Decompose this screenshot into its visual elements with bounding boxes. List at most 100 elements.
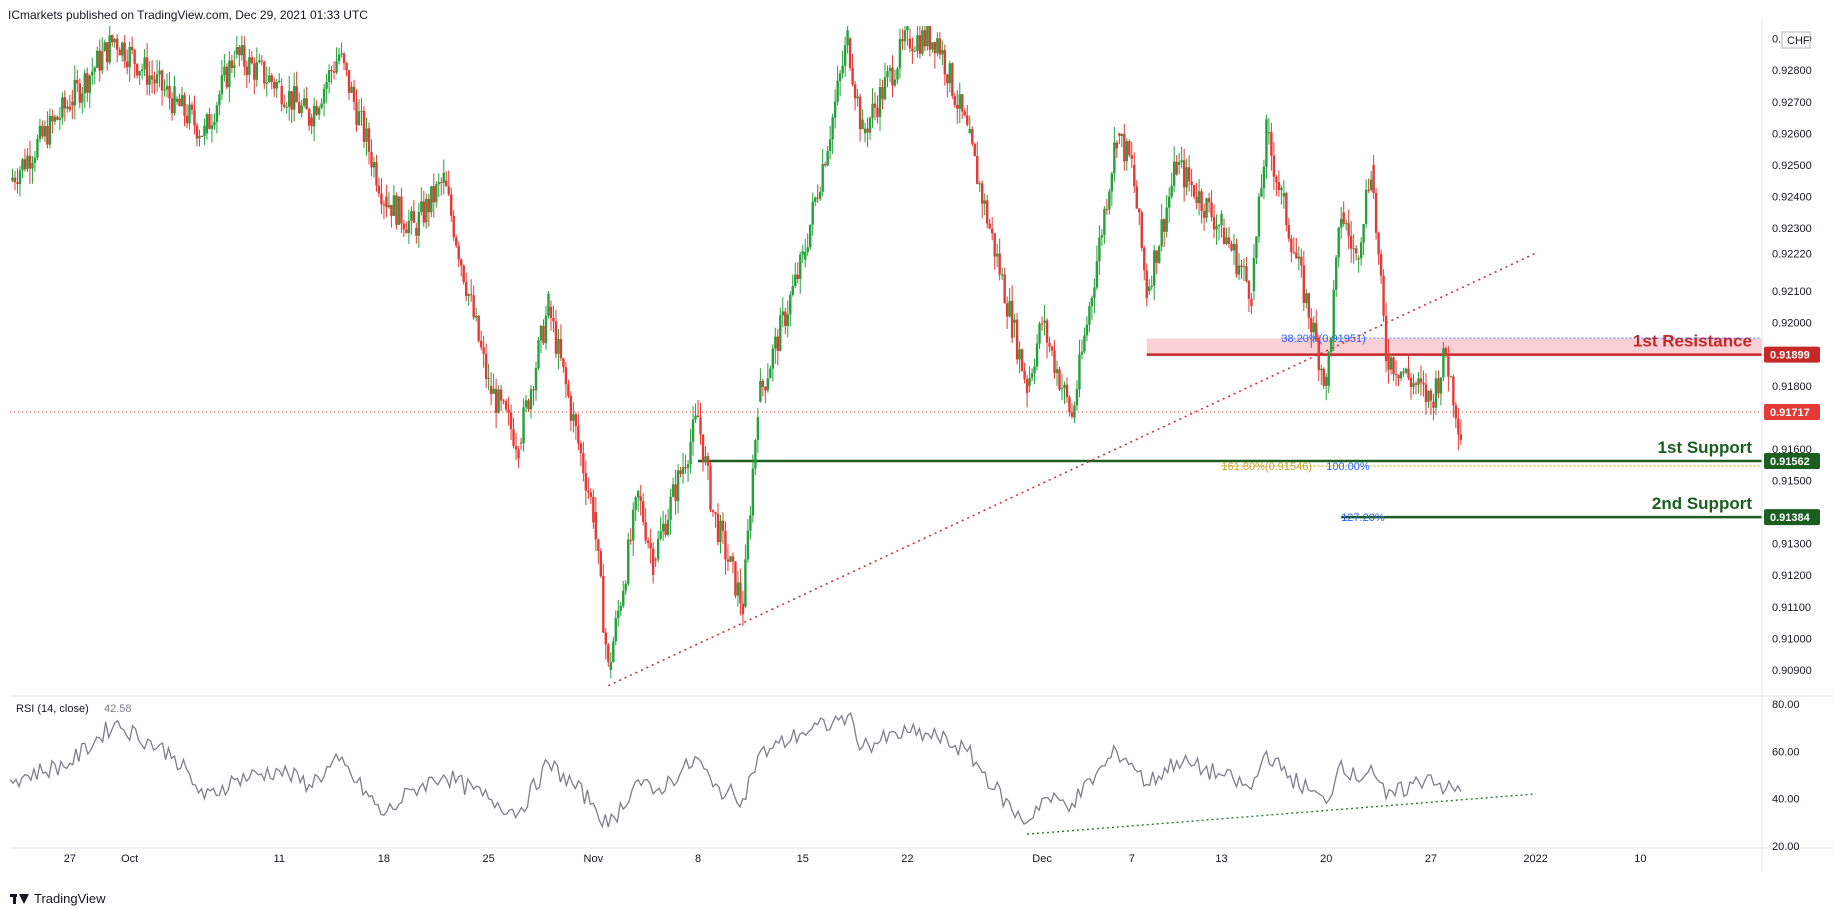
candle xyxy=(646,537,650,549)
candle-body xyxy=(567,384,570,396)
candle-body xyxy=(539,325,543,341)
candle-body xyxy=(1100,235,1104,238)
rsi-plot[interactable]: RSI (14, close) 42.58 xyxy=(9,703,1536,835)
candle xyxy=(973,142,976,157)
candle-body xyxy=(517,449,520,459)
candle-body xyxy=(532,389,535,391)
candle xyxy=(502,398,505,405)
price-plot[interactable]: 1st Resistance 1st Support 2nd Support 38.2… xyxy=(10,26,1762,687)
candle xyxy=(83,69,86,109)
candle-body xyxy=(527,400,530,410)
candle xyxy=(938,32,942,60)
candle xyxy=(367,122,371,165)
candle-body xyxy=(185,115,189,124)
candle xyxy=(317,105,321,120)
candle xyxy=(51,109,54,134)
candle-body xyxy=(666,519,670,535)
candle xyxy=(916,26,919,58)
candle xyxy=(878,78,882,132)
candle-body xyxy=(729,556,732,562)
candle-body xyxy=(377,185,381,194)
candle xyxy=(243,36,246,76)
candle-body xyxy=(784,311,787,327)
candle xyxy=(440,177,443,196)
candle-body xyxy=(340,53,343,55)
candle-body xyxy=(26,155,29,170)
candle-body xyxy=(1292,252,1296,254)
candle xyxy=(963,108,966,117)
candle xyxy=(462,264,465,285)
candle-body xyxy=(564,367,568,385)
candle-body xyxy=(946,74,949,84)
candle xyxy=(255,47,258,87)
time-tick-label: 25 xyxy=(483,853,495,865)
candle-body xyxy=(776,336,780,351)
candle-body xyxy=(881,87,884,100)
candle xyxy=(123,35,126,69)
candle xyxy=(402,219,406,237)
candle xyxy=(567,379,570,399)
candle-body xyxy=(347,69,351,93)
candle-body xyxy=(721,520,725,531)
time-tick-label: 27 xyxy=(64,853,76,865)
candle-body xyxy=(1148,286,1151,292)
candle-body xyxy=(963,111,966,116)
time-tick-label: 20 xyxy=(1320,853,1332,865)
candle xyxy=(881,79,884,110)
candle-body xyxy=(1103,209,1106,236)
candle xyxy=(98,39,101,82)
rsi-trendline[interactable] xyxy=(1027,793,1536,835)
rsi-line[interactable] xyxy=(9,711,1462,829)
candle-body xyxy=(1197,191,1201,204)
candle xyxy=(1260,174,1263,197)
price-tick-label: 0.92600 xyxy=(1772,128,1812,140)
candle xyxy=(1404,367,1408,375)
candle-body xyxy=(1232,244,1236,251)
candle xyxy=(115,33,119,63)
candle-body xyxy=(1392,357,1395,374)
candle xyxy=(918,26,922,59)
candle xyxy=(664,514,667,538)
chart-canvas[interactable]: 1st Resistance 1st Support 2nd Support 38.2… xyxy=(0,0,1834,880)
candle xyxy=(1424,373,1428,415)
footer-brand[interactable]: TradingView xyxy=(10,891,106,906)
candle-body xyxy=(372,162,376,168)
candle-body xyxy=(1317,339,1320,371)
candle-body xyxy=(330,70,333,72)
candle xyxy=(903,26,907,51)
candle xyxy=(38,118,42,143)
candle xyxy=(1172,146,1176,192)
support-2-price-badge: 0.91384 xyxy=(1770,512,1811,524)
candle xyxy=(250,51,254,65)
candle xyxy=(1397,374,1400,386)
candle-body xyxy=(1369,179,1373,190)
candle-body xyxy=(1242,266,1246,268)
candle-body xyxy=(1362,223,1365,243)
candle-body xyxy=(1210,202,1213,218)
candle xyxy=(1148,279,1151,295)
candle xyxy=(921,26,924,56)
candle xyxy=(1088,301,1091,333)
candle-body xyxy=(1195,196,1198,204)
candle-body xyxy=(327,70,331,82)
candle-body xyxy=(801,251,804,255)
candle xyxy=(145,43,149,96)
candle xyxy=(170,92,174,121)
candle-body xyxy=(178,98,181,107)
candle xyxy=(195,122,199,147)
candle-body xyxy=(1150,285,1153,287)
candle-body xyxy=(699,417,702,435)
candle-body xyxy=(846,30,849,46)
candle xyxy=(519,437,523,451)
candle xyxy=(721,512,725,545)
ascending-trendline[interactable] xyxy=(607,252,1536,687)
candle-body xyxy=(833,101,837,118)
candle xyxy=(1317,334,1320,382)
candle-body xyxy=(1297,256,1301,259)
time-tick-label: Nov xyxy=(584,853,604,865)
candle xyxy=(427,193,431,227)
candle xyxy=(562,357,565,373)
candle xyxy=(542,319,545,345)
candle xyxy=(1302,250,1306,311)
candle xyxy=(1158,244,1161,264)
